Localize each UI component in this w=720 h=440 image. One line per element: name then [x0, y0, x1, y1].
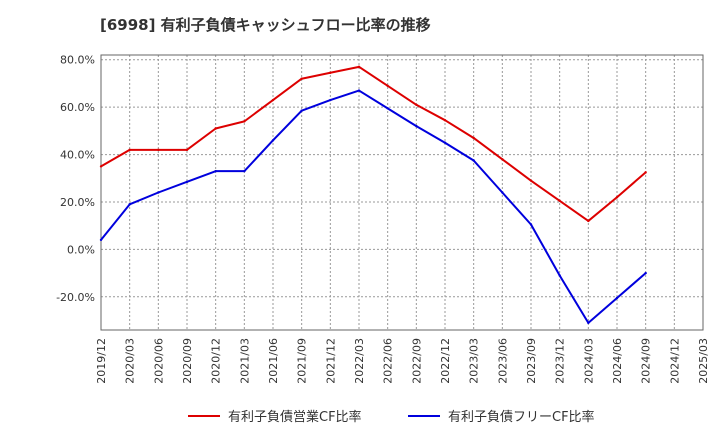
- chart-title: [6998] 有利子負債キャッシュフロー比率の推移: [100, 16, 431, 34]
- y-tick-label: 60.0%: [60, 101, 95, 114]
- data-point: [243, 169, 246, 173]
- x-tick-label: 2020/06: [152, 338, 165, 384]
- data-point: [99, 165, 103, 168]
- data-point: [587, 321, 590, 325]
- x-tick-label: 2020/03: [124, 338, 137, 384]
- data-point: [157, 191, 160, 194]
- x-tick-label: 2022/12: [439, 338, 452, 384]
- data-point: [386, 107, 389, 110]
- data-point: [472, 136, 475, 140]
- y-tick-label: 20.0%: [60, 196, 95, 209]
- x-tick-label: 2022/03: [353, 338, 366, 384]
- data-point: [99, 238, 103, 242]
- legend-item-2: 有利子負債フリーCF比率: [408, 409, 595, 425]
- data-point: [185, 148, 189, 152]
- data-point: [300, 109, 303, 112]
- y-tick-label: -20.0%: [56, 291, 95, 304]
- x-tick-label: 2019/12: [95, 338, 108, 384]
- data-point: [271, 139, 275, 142]
- x-tick-label: 2021/03: [238, 338, 251, 384]
- data-point: [615, 296, 619, 300]
- x-tick-label: 2021/06: [267, 338, 280, 384]
- data-point: [644, 171, 647, 174]
- data-point: [615, 196, 619, 199]
- data-point: [644, 271, 647, 275]
- data-point: [214, 169, 217, 173]
- y-tick-label: 40.0%: [60, 149, 95, 162]
- series-line-2: [100, 89, 647, 324]
- data-point: [386, 84, 389, 88]
- data-point: [529, 179, 533, 182]
- data-point: [529, 223, 533, 226]
- data-point: [329, 71, 332, 74]
- data-point: [157, 148, 160, 152]
- data-point: [501, 158, 504, 161]
- data-point: [357, 65, 361, 69]
- x-tick-label: 2024/12: [668, 338, 681, 384]
- data-point: [558, 199, 561, 202]
- data-point: [472, 159, 475, 162]
- y-tick-label: 0.0%: [67, 243, 95, 256]
- x-tick-label: 2025/03: [697, 338, 710, 384]
- plot-frame: [100, 54, 704, 331]
- x-tick-label: 2024/03: [582, 338, 595, 384]
- data-point: [501, 191, 504, 194]
- legend-item-1: 有利子負債営業CF比率: [188, 409, 362, 425]
- data-point: [214, 127, 217, 130]
- legend-label: 有利子負債フリーCF比率: [448, 409, 595, 425]
- data-point: [415, 103, 418, 106]
- x-tick-label: 2023/09: [525, 338, 538, 384]
- x-tick-label: 2022/09: [410, 338, 423, 384]
- data-point: [443, 141, 447, 144]
- x-tick-label: 2022/06: [382, 338, 395, 384]
- data-point: [415, 124, 418, 128]
- data-point: [128, 148, 131, 152]
- data-point: [185, 180, 189, 184]
- x-tick-label: 2024/09: [640, 338, 653, 384]
- x-tick-label: 2020/12: [210, 338, 223, 384]
- data-point: [329, 98, 332, 102]
- data-point: [243, 120, 246, 123]
- x-tick-label: 2021/09: [296, 338, 309, 384]
- data-point: [128, 203, 131, 206]
- x-tick-label: 2024/06: [611, 338, 624, 384]
- x-tick-label: 2023/12: [554, 338, 567, 384]
- data-point: [300, 77, 303, 80]
- x-tick-label: 2023/03: [468, 338, 481, 384]
- legend-label: 有利子負債営業CF比率: [228, 409, 362, 425]
- x-tick-label: 2021/12: [324, 338, 337, 384]
- data-point: [558, 274, 561, 277]
- x-tick-label: 2020/09: [181, 338, 194, 384]
- y-tick-label: 80.0%: [60, 54, 95, 67]
- series-line-1: [100, 65, 647, 222]
- data-point: [443, 118, 447, 122]
- data-point: [587, 219, 590, 223]
- x-tick-label: 2023/06: [496, 338, 509, 384]
- data-point: [357, 89, 361, 92]
- data-point: [271, 98, 275, 102]
